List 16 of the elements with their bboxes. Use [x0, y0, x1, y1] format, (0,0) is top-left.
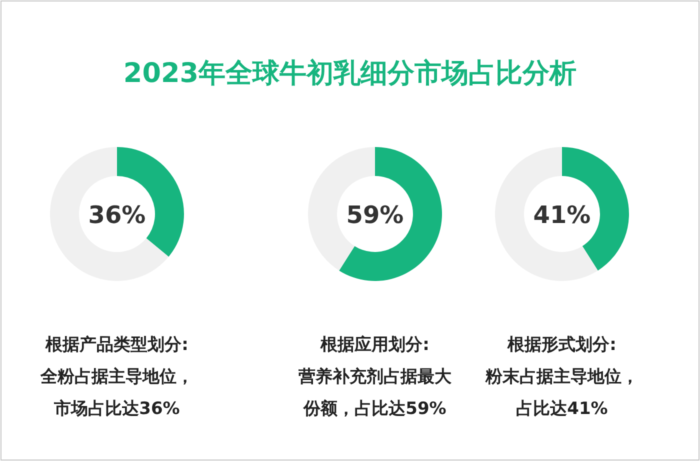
- text: 根据应用划分:: [320, 335, 430, 355]
- text: 份额，占比达59%: [302, 399, 446, 419]
- text: 根据形式划分:: [506, 335, 616, 355]
- donut-slice: [50, 147, 169, 281]
- text: 36%: [88, 201, 146, 229]
- text: 41%: [533, 201, 591, 229]
- text: 营养补充剂占据最大: [298, 367, 452, 387]
- text: 占比达41%: [516, 399, 608, 419]
- text: 59%: [346, 201, 404, 229]
- text: 粉末占据主导地位，: [484, 367, 638, 387]
- text: 市场占比达36%: [53, 399, 180, 419]
- text: 根据产品类型划分:: [44, 335, 188, 355]
- donut-slice: [495, 147, 598, 281]
- text: 全粉占据主导地位，: [40, 367, 194, 387]
- text: 2023年全球牛初乳细分市场占比分析: [123, 58, 577, 89]
- donut-slice: [339, 147, 442, 281]
